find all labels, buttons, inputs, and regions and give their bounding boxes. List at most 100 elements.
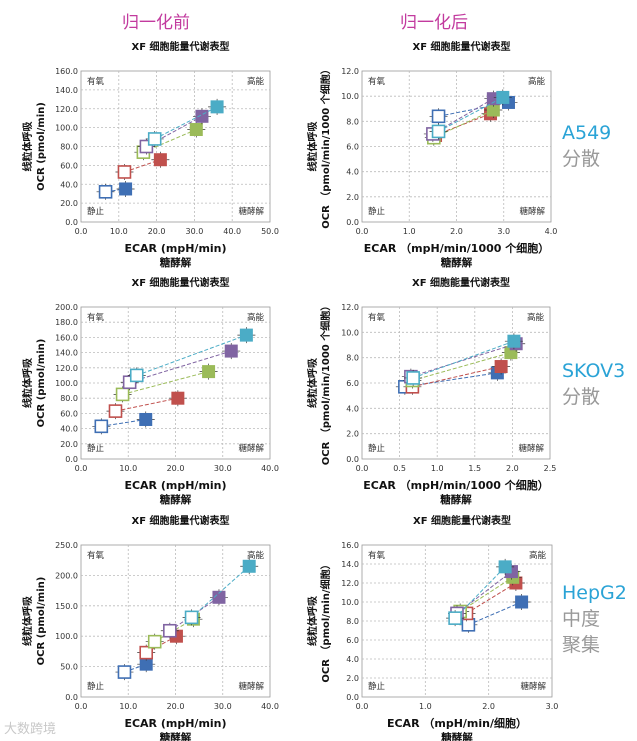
cell-distribution: 分散 xyxy=(562,386,601,408)
x-tick-label: 10.0 xyxy=(119,702,137,711)
y-tick-label: 2.0 xyxy=(346,430,359,439)
y-tick-label: 140.0 xyxy=(55,349,78,358)
series-line xyxy=(412,366,502,388)
y-axis-label: 线粒体呼吸 xyxy=(21,595,34,646)
y-tick-label: 14.0 xyxy=(341,560,359,569)
x-tick-label: 0.0 xyxy=(356,702,369,711)
y-axis-sublabel: OCR (pmol/min) xyxy=(36,339,47,428)
quadrant-label-aerobic: 有氧 xyxy=(368,312,386,323)
chart-title: XF 细胞能量代谢表型 xyxy=(412,276,510,289)
x-axis-label: ECAR （mpH/min/1000 个细胞） xyxy=(363,478,549,492)
y-tick-label: 0.0 xyxy=(346,218,359,227)
y-tick-label: 140.0 xyxy=(55,86,78,95)
data-point-baseline xyxy=(117,165,132,179)
data-point-stressed xyxy=(239,328,253,342)
quadrant-label-aerobic: 有氧 xyxy=(87,312,105,323)
data-point-stressed xyxy=(224,344,238,358)
data-point-stressed xyxy=(515,595,529,609)
y-tick-label: 40.0 xyxy=(60,180,78,189)
header-before-normalization: 归一化前 xyxy=(122,13,190,33)
x-tick-label: 20.0 xyxy=(167,702,185,711)
y-tick-label: 150.0 xyxy=(55,602,78,611)
data-point-baseline xyxy=(461,617,476,632)
x-tick-label: 30.0 xyxy=(185,227,203,236)
chart-title: XF 细胞能量代谢表型 xyxy=(131,40,229,53)
x-axis-sublabel: 糖酵解 xyxy=(441,256,473,269)
x-tick-label: 4.0 xyxy=(545,227,558,236)
data-point-stressed xyxy=(139,412,153,426)
data-point-stressed xyxy=(153,153,167,167)
data-point-stressed xyxy=(202,365,216,379)
y-tick-label: 4.0 xyxy=(346,168,359,177)
data-point-stressed xyxy=(212,590,226,604)
x-tick-label: 2.5 xyxy=(544,464,557,473)
x-tick-label: 2.0 xyxy=(450,227,463,236)
y-tick-label: 20.0 xyxy=(60,199,78,208)
x-tick-label: 1.0 xyxy=(403,227,416,236)
side-label-skov3: SKOV3 分散 xyxy=(562,358,625,410)
y-tick-label: 10.0 xyxy=(341,92,359,101)
quadrant-label-glycolytic: 糖酵解 xyxy=(238,681,264,692)
x-axis-sublabel: 糖酵解 xyxy=(160,731,192,741)
data-point-baseline xyxy=(98,185,113,199)
x-axis-label: ECAR (mpH/min) xyxy=(124,242,226,255)
x-tick-label: 1.0 xyxy=(431,464,444,473)
quadrant-label-aerobic: 有氧 xyxy=(87,76,105,87)
side-label-a549: A549 分散 xyxy=(562,120,611,172)
y-tick-label: 100.0 xyxy=(55,379,78,388)
series-line xyxy=(115,397,178,412)
chart-title: XF 细胞能量代谢表型 xyxy=(131,514,229,527)
x-axis-sublabel: 糖酵解 xyxy=(160,493,192,506)
x-tick-label: 3.0 xyxy=(546,702,559,711)
x-tick-label: 40.0 xyxy=(261,464,279,473)
chart-1: XF 细胞能量代谢表型 0.0 1.0 2.0 3.0 4.0 0.0 2.0 4.0 6.0 8.… xyxy=(306,40,557,269)
y-tick-label: 200.0 xyxy=(55,571,78,580)
y-axis-label: 线粒体呼吸 xyxy=(306,121,319,172)
y-tick-label: 160.0 xyxy=(55,333,78,342)
y-tick-label: 160.0 xyxy=(55,67,78,76)
series-line xyxy=(459,576,514,612)
quadrant-label-quiescent: 静止 xyxy=(87,443,105,454)
y-tick-label: 16.0 xyxy=(341,541,359,550)
x-tick-label: 10.0 xyxy=(119,464,137,473)
data-point-stressed xyxy=(189,123,203,137)
data-point-baseline xyxy=(147,634,162,649)
y-tick-label: 12.0 xyxy=(341,579,359,588)
y-tick-label: 200.0 xyxy=(55,303,78,312)
series-line xyxy=(412,352,512,381)
series-line xyxy=(433,109,494,139)
chart-title: XF 细胞能量代谢表型 xyxy=(413,514,511,527)
data-point-baseline xyxy=(163,623,177,638)
data-point-baseline xyxy=(94,419,109,434)
data-point-baseline xyxy=(406,371,420,385)
y-tick-label: 4.0 xyxy=(346,655,359,664)
y-tick-label: 50.0 xyxy=(60,663,78,672)
x-tick-label: 1.0 xyxy=(419,702,432,711)
y-tick-label: 80.0 xyxy=(60,394,78,403)
side-label-hepg2: HepG2 中度 聚集 xyxy=(562,580,627,658)
x-tick-label: 30.0 xyxy=(214,464,232,473)
cell-line-name: HepG2 xyxy=(562,582,627,604)
quadrant-label-aerobic: 有氧 xyxy=(368,76,386,87)
quadrant-label-glycolytic: 糖酵解 xyxy=(518,443,544,454)
data-point-stressed xyxy=(498,560,512,574)
x-tick-label: 2.0 xyxy=(506,464,519,473)
x-axis-sublabel: 糖酵解 xyxy=(160,256,192,269)
chart-5: XF 细胞能量代谢表型 0.0 1.0 2.0 3.0 0.0 2.0 4.0 6.0 8.0 10… xyxy=(306,514,558,741)
cell-distribution: 分散 xyxy=(562,148,601,170)
data-point-baseline xyxy=(108,404,123,418)
data-point-stressed xyxy=(210,100,224,114)
y-tick-label: 12.0 xyxy=(341,67,359,76)
y-tick-label: 0.0 xyxy=(65,693,78,702)
data-point-stressed xyxy=(119,182,133,196)
chart-2: XF 细胞能量代谢表型 0.0 10.0 20.0 30.0 40.0 0.0 20.0 40.… xyxy=(21,276,279,506)
y-tick-label: 6.0 xyxy=(346,636,359,645)
y-tick-label: 8.0 xyxy=(346,354,359,363)
x-tick-label: 0.0 xyxy=(356,227,369,236)
x-axis-sublabel: 糖酵解 xyxy=(441,731,473,741)
chart-0: XF 细胞能量代谢表型 0.0 10.0 20.0 30.0 40.0 50.0 0.0 20.… xyxy=(21,40,279,269)
series-line xyxy=(136,334,247,376)
y-tick-label: 40.0 xyxy=(60,425,78,434)
